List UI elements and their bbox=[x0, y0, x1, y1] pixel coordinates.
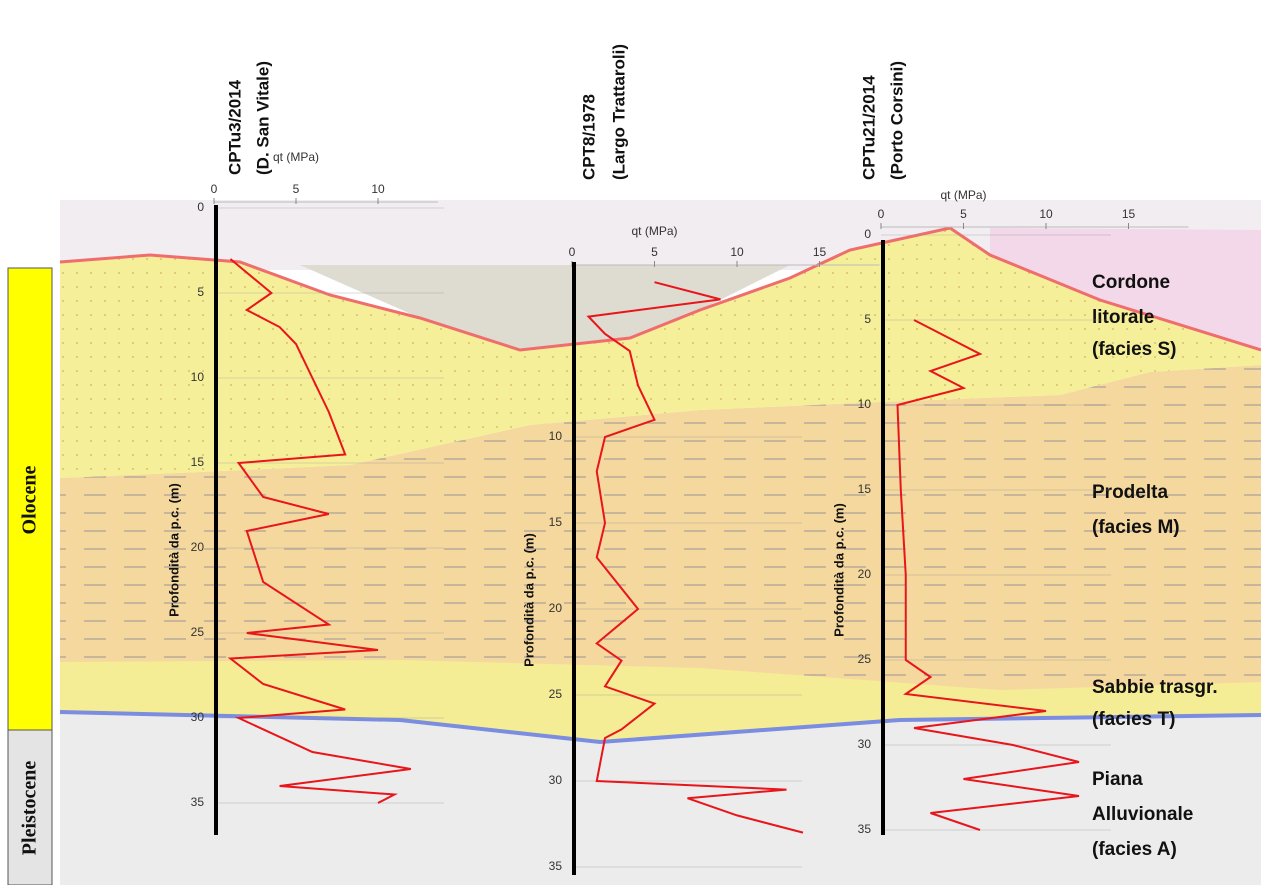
facies-label: Piana bbox=[1092, 769, 1143, 790]
diagram: Olocene Pleistocene Cordone litorale (faci… bbox=[0, 0, 1261, 885]
depth-tick-label: 30 bbox=[549, 773, 563, 787]
qt-tick-label: 0 bbox=[569, 245, 576, 259]
qt-tick-label: 0 bbox=[211, 182, 218, 196]
qt-axis-label: qt (MPa) bbox=[631, 224, 677, 238]
depth-tick-label: 25 bbox=[858, 652, 872, 666]
depth-tick-label: 0 bbox=[864, 227, 871, 241]
facies-label: (facies T) bbox=[1092, 709, 1175, 730]
depth-tick-label: 15 bbox=[191, 455, 205, 469]
depth-tick-label: 30 bbox=[191, 710, 205, 724]
qt-tick-label: 10 bbox=[1039, 207, 1053, 221]
facies-label: (facies S) bbox=[1092, 339, 1176, 360]
log-title: CPTu21/2014 bbox=[859, 75, 878, 180]
qt-tick-label: 5 bbox=[960, 207, 967, 221]
qt-tick-label: 0 bbox=[878, 207, 885, 221]
depth-tick-label: 35 bbox=[191, 795, 205, 809]
facies-label: Prodelta bbox=[1092, 482, 1168, 503]
qt-tick-label: 5 bbox=[651, 245, 658, 259]
depth-tick-label: 25 bbox=[191, 625, 205, 639]
depth-tick-label: 20 bbox=[191, 540, 205, 554]
facies-label: Alluvionale bbox=[1092, 804, 1193, 825]
depth-tick-label: 15 bbox=[858, 482, 872, 496]
background-layers bbox=[60, 200, 1261, 885]
facies-label: Sabbie trasgr. bbox=[1092, 677, 1218, 698]
facies-label: litorale bbox=[1092, 307, 1154, 328]
qt-axis-label: qt (MPa) bbox=[273, 150, 319, 164]
depth-tick-label: 20 bbox=[858, 567, 872, 581]
qt-tick-label: 10 bbox=[371, 182, 385, 196]
depth-tick-label: 10 bbox=[858, 397, 872, 411]
log-title: (Porto Corsini) bbox=[887, 61, 906, 180]
depth-tick-label: 30 bbox=[858, 737, 872, 751]
depth-axis-label: Profondità da p.c. (m) bbox=[521, 533, 536, 667]
depth-tick-label: 5 bbox=[197, 285, 204, 299]
depth-tick-label: 0 bbox=[197, 200, 204, 214]
depth-tick-label: 10 bbox=[549, 429, 563, 443]
depth-tick-label: 15 bbox=[549, 515, 563, 529]
facies-label: (facies M) bbox=[1092, 517, 1180, 538]
log-title: CPTu3/2014 bbox=[225, 79, 244, 175]
depth-tick-label: 35 bbox=[858, 822, 872, 836]
depth-tick-label: 20 bbox=[549, 601, 563, 615]
log-title: (Largo Trattaroli) bbox=[609, 44, 628, 180]
qt-tick-label: 15 bbox=[813, 245, 827, 259]
depth-tick-label: 35 bbox=[549, 859, 563, 873]
depth-tick-label: 5 bbox=[864, 312, 871, 326]
depth-tick-label: 10 bbox=[191, 370, 205, 384]
depth-axis-label: Profondità da p.c. (m) bbox=[166, 483, 181, 617]
depth-axis-label: Profondità da p.c. (m) bbox=[831, 503, 846, 637]
qt-tick-label: 10 bbox=[730, 245, 744, 259]
qt-axis-label: qt (MPa) bbox=[940, 188, 986, 202]
qt-tick-label: 15 bbox=[1122, 207, 1136, 221]
depth-tick-label: 25 bbox=[549, 687, 563, 701]
unit-label: Pleistocene bbox=[19, 761, 41, 856]
facies-label: (facies A) bbox=[1092, 839, 1177, 860]
log-title: CPT8/1978 bbox=[579, 94, 598, 180]
qt-tick-label: 5 bbox=[293, 182, 300, 196]
unit-label: Olocene bbox=[19, 465, 41, 534]
log-title: (D. San Vitale) bbox=[253, 61, 272, 175]
facies-label: Cordone bbox=[1092, 272, 1170, 293]
